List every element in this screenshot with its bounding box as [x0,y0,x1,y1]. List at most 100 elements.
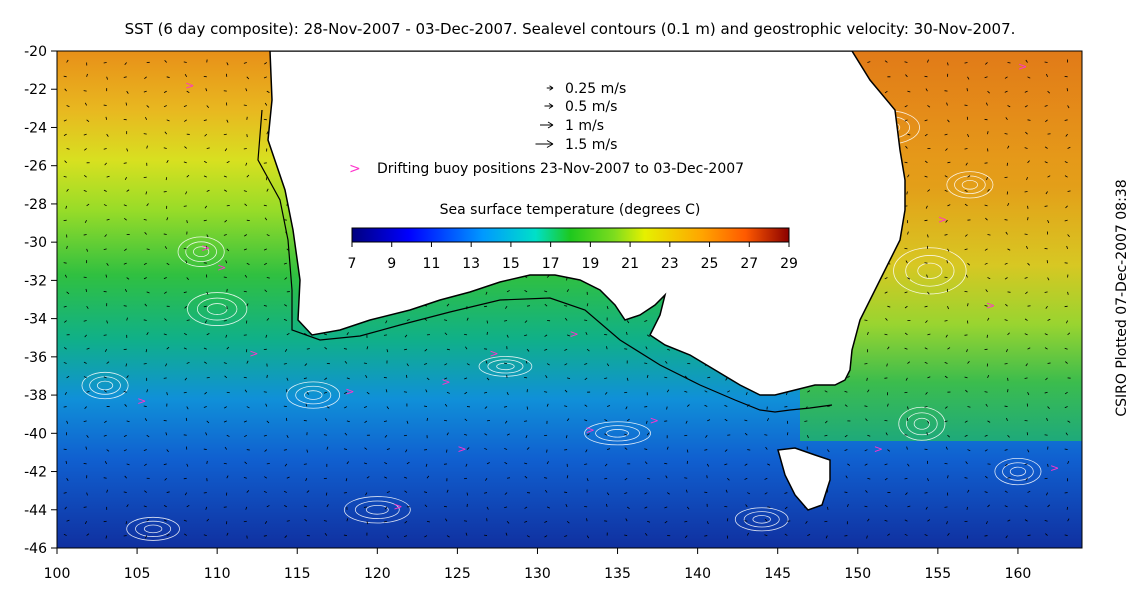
velocity-vector [904,247,908,250]
velocity-vector [284,505,288,508]
colorbar-title: Sea surface temperature (degrees C) [440,202,701,218]
velocity-vector [183,61,187,63]
velocity-vector [245,506,248,510]
velocity-vector [1064,161,1068,164]
velocity-vector [864,463,868,466]
velocity-vector [86,533,90,536]
velocity-vector [464,433,468,436]
velocity-vector [924,305,928,308]
lat-tick-label: -24 [24,120,47,136]
velocity-vector [907,90,911,93]
velocity-vector [63,533,67,536]
velocity-vector [66,245,68,249]
velocity-vector [443,505,448,508]
velocity-vector [924,75,928,78]
velocity-vector [346,420,350,423]
velocity-vector [945,148,948,151]
velocity-vector [904,291,908,294]
velocity-vector [265,334,268,338]
velocity-vector [504,492,508,495]
velocity-vector [845,475,848,479]
velocity-vector [124,176,128,180]
velocity-vector [306,348,310,350]
velocity-vector [263,434,267,437]
velocity-vector [1024,333,1028,336]
velocity-vector [524,289,528,293]
velocity-vector [985,403,988,407]
velocity-vector [1047,220,1050,224]
velocity-vector [144,490,147,493]
velocity-vector [303,463,307,465]
velocity-vector [424,348,428,352]
velocity-vector [223,234,227,236]
velocity-vector [524,334,528,337]
velocity-vector [183,519,187,522]
velocity-vector [867,331,869,335]
velocity-vector [985,62,988,65]
velocity-vector [1027,392,1030,396]
velocity-vector [566,475,569,479]
velocity-vector [186,361,190,364]
velocity-vector [204,320,208,324]
velocity-vector [524,506,528,509]
velocity-vector [1004,262,1008,265]
velocity-vector [865,490,868,493]
buoy-marker: > [345,385,354,398]
velocity-vector [904,105,908,108]
velocity-vector [426,520,430,523]
velocity-vector [724,418,728,422]
velocity-vector [966,349,968,353]
lon-tick-label: 125 [444,566,471,582]
velocity-vector [264,289,268,293]
velocity-vector [264,476,268,479]
velocity-vector [546,403,549,407]
velocity-vector [206,189,210,192]
velocity-vector [226,161,230,164]
velocity-vector [265,403,268,407]
velocity-vector [524,520,528,523]
velocity-vector [186,174,190,178]
velocity-vector [684,375,688,379]
velocity-vector [964,477,968,479]
velocity-vector [203,175,207,178]
velocity-vector [343,348,347,350]
velocity-vector [224,406,227,409]
velocity-vector [784,533,788,536]
velocity-vector [646,432,650,436]
sst-colorbar: Sea surface temperature (degrees C) 7 9 11… [348,202,798,272]
velocity-vector [284,348,288,352]
buoy-marker: > [185,79,194,92]
velocity-vector [1064,448,1068,450]
velocity-vector [125,363,128,367]
velocity-vector [885,318,888,321]
velocity-vector [884,333,888,336]
velocity-vector [63,305,67,308]
velocity-vector [726,477,730,481]
velocity-vector [1044,519,1048,522]
velocity-vector [365,492,368,496]
map-title: SST (6 day composite): 28-Nov-2007 - 03-… [124,20,1016,38]
velocity-vector [1004,319,1008,321]
buoy-marker: > [137,395,146,408]
contour-line [752,515,771,524]
lon-tick-label: 150 [844,566,871,582]
velocity-vector [103,189,107,192]
velocity-vector [924,361,928,364]
velocity-vector [425,389,428,393]
velocity-vector [826,506,829,510]
velocity-vector [466,447,470,450]
velocity-vector [206,420,210,424]
velocity-vector [925,205,928,209]
velocity-vector [243,476,247,479]
lat-tick-label: -44 [24,503,47,519]
velocity-vector [186,319,190,321]
velocity-vector [1067,190,1071,192]
velocity-vector [163,505,167,508]
velocity-vector [765,446,768,450]
velocity-vector [867,389,870,393]
velocity-vector [106,218,110,221]
velocity-vector [887,449,891,452]
velocity-vector [1025,363,1028,367]
velocity-vector [1047,318,1051,321]
velocity-vector [987,90,990,94]
